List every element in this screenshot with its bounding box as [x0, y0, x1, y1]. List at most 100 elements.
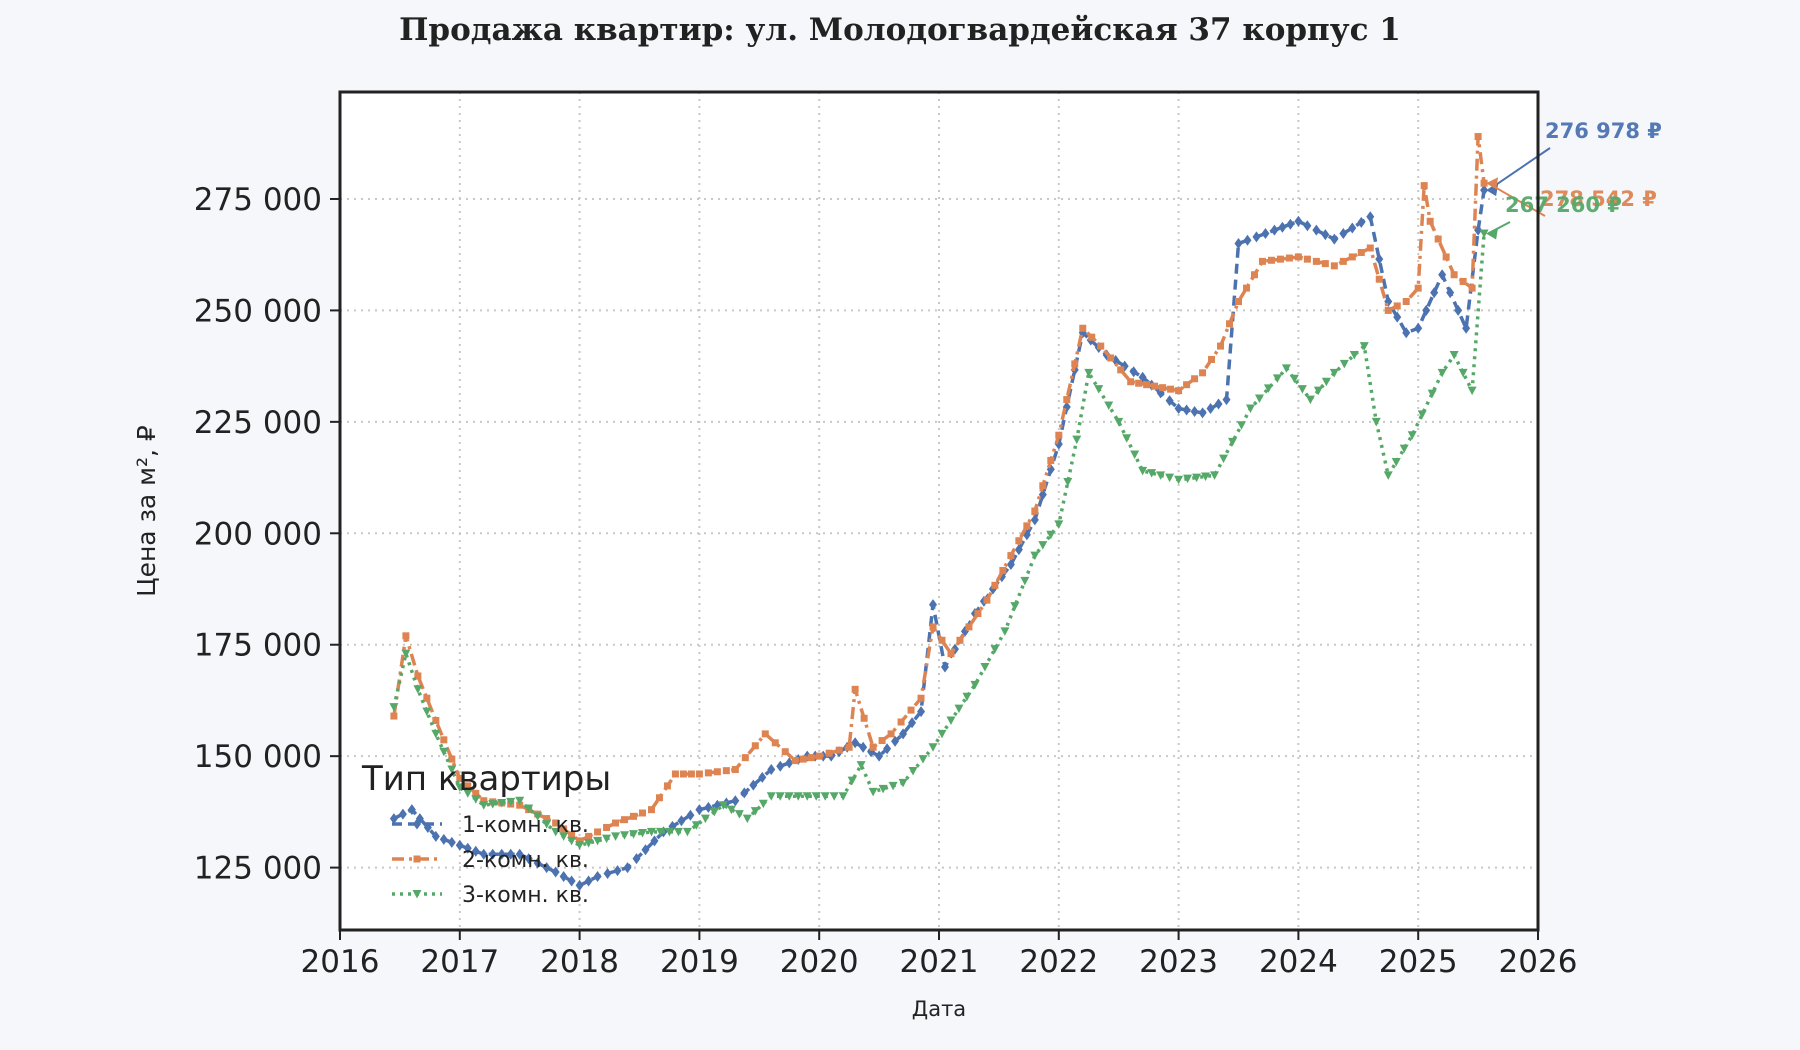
x-tick-label: 2016	[301, 944, 380, 980]
legend-label: 1-комн. кв.	[462, 813, 589, 838]
series-marker	[1263, 384, 1273, 393]
data-point	[947, 650, 955, 658]
data-point	[455, 839, 464, 851]
data-point	[671, 770, 679, 778]
series-marker	[637, 829, 647, 838]
series-marker	[398, 808, 407, 820]
data-point	[875, 750, 884, 762]
data-point	[1072, 435, 1082, 445]
series-marker	[1165, 395, 1174, 407]
data-point	[1138, 466, 1148, 476]
y-tick-label: 150 000	[194, 739, 322, 775]
series-marker	[638, 809, 646, 817]
annotation-arrowhead	[1486, 227, 1499, 240]
series-marker	[750, 807, 760, 816]
series-marker	[471, 845, 480, 857]
series-marker	[1454, 304, 1463, 316]
series-marker	[1303, 255, 1311, 263]
y-tick-label: 200 000	[194, 516, 322, 552]
data-point	[928, 743, 938, 752]
series-marker	[784, 792, 794, 801]
series-marker	[1339, 359, 1349, 369]
y-tick-label: 225 000	[194, 405, 322, 441]
series-marker	[1252, 231, 1261, 243]
series-marker	[524, 804, 534, 814]
data-point	[575, 841, 585, 850]
series-marker	[448, 755, 456, 763]
data-point	[695, 804, 704, 816]
series-marker	[908, 717, 917, 729]
series-marker	[1201, 472, 1211, 481]
series-marker	[749, 779, 758, 791]
series-marker	[1023, 522, 1031, 530]
data-point	[1450, 271, 1458, 279]
data-point	[946, 716, 956, 725]
series-marker	[907, 706, 915, 714]
series-marker	[1020, 576, 1030, 586]
series-marker	[1399, 444, 1409, 454]
series-marker	[464, 782, 472, 790]
series-marker	[542, 862, 551, 874]
series-marker	[1192, 473, 1202, 483]
data-point	[887, 730, 895, 738]
data-point	[1437, 368, 1447, 378]
y-axis-label: Цена за м², ₽	[132, 425, 161, 597]
annotation-arrow	[1487, 147, 1551, 191]
series-marker	[1047, 456, 1055, 464]
data-point	[1079, 324, 1087, 332]
data-point	[1330, 233, 1339, 245]
y-tick-label: 125 000	[194, 851, 322, 887]
series-marker	[1289, 374, 1299, 384]
series-marker	[974, 610, 982, 618]
series-marker	[1312, 224, 1321, 236]
data-point	[1366, 244, 1374, 252]
series-marker	[1088, 333, 1096, 341]
series-marker	[758, 799, 768, 809]
series-marker	[713, 768, 721, 776]
series-marker	[568, 831, 576, 839]
data-point	[551, 866, 560, 878]
series-marker	[1190, 405, 1199, 417]
series-marker	[1357, 216, 1366, 228]
series-marker	[621, 816, 629, 824]
series-marker	[488, 848, 497, 860]
series-marker	[1156, 471, 1166, 480]
data-point	[1414, 322, 1423, 334]
plot-area	[340, 92, 1538, 930]
series-marker	[620, 831, 630, 840]
data-point	[401, 649, 411, 659]
series-marker	[990, 645, 1000, 654]
series-marker	[488, 800, 498, 809]
series-marker	[655, 827, 665, 837]
annotation-label: 278 542 ₽	[1540, 187, 1657, 211]
series-marker	[1117, 366, 1125, 374]
data-point	[432, 717, 440, 724]
data-point	[731, 795, 740, 807]
series-marker	[1375, 253, 1384, 265]
series-marker	[1219, 454, 1229, 464]
data-point	[1294, 253, 1302, 261]
data-point	[413, 685, 423, 694]
series-marker	[1391, 457, 1401, 467]
series-marker	[1250, 271, 1258, 279]
data-point	[1480, 179, 1488, 187]
data-point	[1054, 520, 1064, 529]
data-point	[791, 757, 799, 765]
series-marker	[1159, 384, 1167, 392]
series-marker	[999, 566, 1007, 574]
data-point	[1055, 431, 1063, 439]
series-marker	[1014, 544, 1023, 556]
data-point	[695, 770, 703, 778]
series-marker	[630, 812, 638, 820]
data-point	[612, 819, 620, 827]
series-marker	[1285, 254, 1293, 262]
data-point	[389, 703, 399, 712]
series-marker	[859, 741, 868, 753]
data-point	[455, 783, 465, 792]
series-marker	[1254, 394, 1264, 403]
data-point	[815, 752, 823, 760]
series-marker	[687, 770, 695, 778]
series-marker	[776, 760, 785, 772]
data-point	[647, 806, 655, 814]
series-marker	[559, 832, 569, 841]
